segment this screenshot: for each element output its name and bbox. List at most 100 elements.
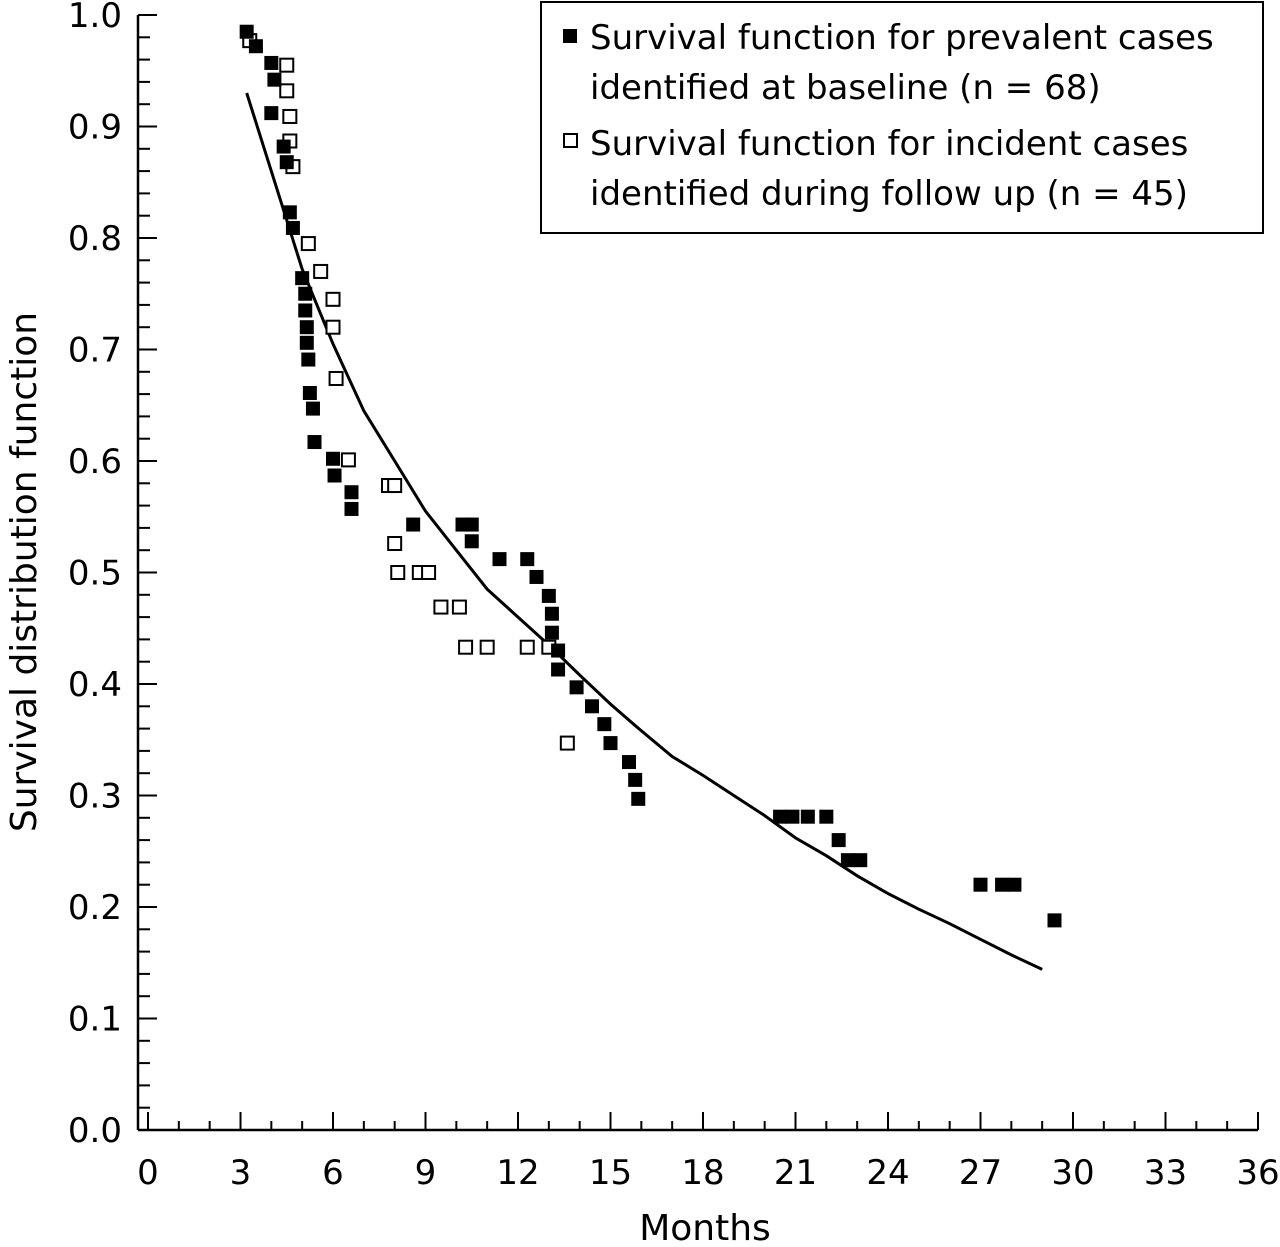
x-tick-label: 0 [137,1153,159,1193]
prevalent-case-point [585,699,599,714]
x-tick-label: 9 [415,1153,437,1193]
prevalent-case-point [279,155,294,170]
incident-case-point [479,639,495,655]
y-tick-label: 0.2 [68,888,122,928]
x-tick-label: 3 [230,1153,252,1193]
y-axis-ticks: 0.0 0.1 0.2 0.3 0.4 0.5 0.6 0.7 0.8 0.9 1.0 [68,0,157,1151]
x-tick-label: 30 [1051,1153,1094,1193]
prevalent-case-point [285,220,300,235]
incident-case-point [519,639,535,655]
legend-marker-incident [563,133,578,148]
prevalent-case-point [327,468,342,483]
incident-case-point [387,536,403,552]
legend-label-prevalent-line2: identified at baseline (n = 68) [590,68,1101,108]
prevalent-case-point [785,809,800,824]
incident-case-point [390,565,406,580]
incident-case-point [279,83,295,99]
prevalent-case-point [631,791,646,806]
incident-case-point [325,291,341,307]
prevalent-case-point [406,517,421,532]
prevalent-case-point [569,680,584,695]
y-tick-label: 0.1 [68,1000,122,1040]
prevalent-case-point [1007,877,1022,892]
prevalent-case-point [264,106,279,121]
incident-case-point [387,478,403,494]
prevalent-case-point [299,320,314,335]
x-tick-label: 27 [959,1153,1002,1193]
prevalent-case-point [248,39,263,54]
legend-box [540,1,1264,234]
incident-case-point [559,735,575,751]
y-tick-label: 1.0 [68,0,122,36]
prevalent-case-point [302,385,317,400]
prevalent-case-point [267,72,282,87]
prevalent-case-point [544,625,559,640]
x-tick-label: 21 [774,1153,817,1193]
prevalent-case-point [282,205,297,220]
prevalent-case-point [295,271,310,286]
prevalent-case-point [326,451,340,466]
prevalent-case-point [831,833,846,848]
prevalent-case-point [853,853,868,868]
legend: Survival function for prevalent cases id… [540,1,1264,234]
y-tick-label: 0.7 [68,331,122,371]
prevalent-case-point [597,717,612,732]
prevalent-case-point [264,55,279,70]
y-tick-label: 0.0 [68,1111,122,1151]
x-axis-ticks: 0 3 6 9 12 15 18 21 24 27 30 33 36 [137,1112,1280,1193]
prevalent-case-point [544,606,559,621]
prevalent-case-point [299,335,314,350]
prevalent-case-point [301,352,316,367]
prevalent-case-point [551,643,566,658]
prevalent-case-point [800,809,815,824]
data-points [239,24,1062,928]
prevalent-case-point [773,809,788,824]
prevalent-case-point [603,736,618,751]
y-tick-label: 0.5 [68,554,122,594]
prevalent-case-point [973,877,988,892]
prevalent-case-point [298,286,313,301]
fitted-survival-curve [245,92,1043,971]
x-tick-label: 33 [1144,1153,1187,1193]
prevalent-case-point [464,517,479,532]
prevalent-case-point [239,24,254,39]
prevalent-case-point [520,552,535,567]
prevalent-case-point [819,809,834,824]
prevalent-case-point [551,662,566,677]
x-tick-label: 36 [1236,1153,1279,1193]
prevalent-case-point [276,139,291,154]
x-tick-label: 24 [866,1153,909,1193]
fitted-curve-line [245,92,1043,971]
incident-case-point [279,57,295,73]
x-tick-label: 12 [496,1153,539,1193]
prevalent-case-point [298,303,313,318]
y-axis-label: Survival distribution function [4,312,45,832]
y-tick-label: 0.4 [68,665,122,705]
incident-case-point [433,599,449,615]
prevalent-case-point [344,485,359,500]
legend-label-incident-line1: Survival function for incident cases [590,124,1188,164]
x-axis-label: Months [639,1208,771,1247]
x-tick-label: 18 [681,1153,724,1193]
prevalent-case-point [464,534,479,549]
prevalent-case-point [840,853,855,868]
y-tick-label: 0.9 [68,108,122,148]
legend-marker-prevalent [563,29,577,43]
incident-case-point [282,108,298,124]
incident-case-point [421,565,437,580]
legend-label-prevalent-line1: Survival function for prevalent cases [590,18,1214,58]
incident-case-point [328,370,344,386]
prevalent-case-point [307,435,322,450]
prevalent-case-point [622,755,636,770]
y-tick-label: 0.6 [68,442,122,482]
incident-case-point [451,599,467,615]
x-tick-label: 15 [589,1153,632,1193]
incident-case-point [300,236,316,252]
prevalent-case-point [541,588,556,603]
prevalent-case-point [995,877,1010,892]
prevalent-case-point [628,772,643,787]
incident-case-point [340,452,356,468]
y-tick-label: 0.3 [68,777,122,817]
incident-case-point [325,319,341,335]
prevalent-case-point [529,569,544,584]
